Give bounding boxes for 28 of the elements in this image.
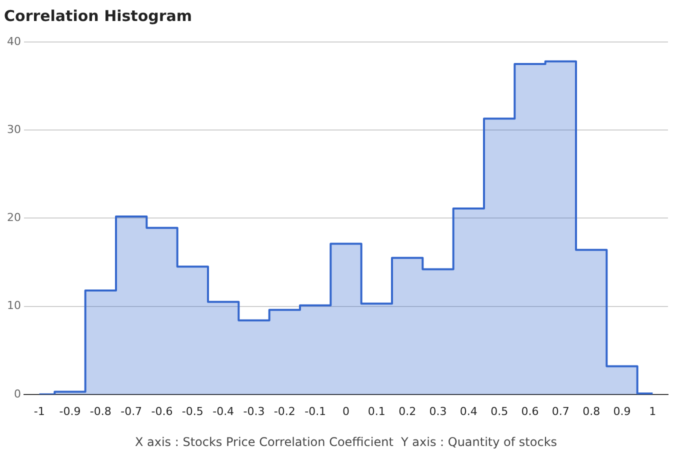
x-tick-label: 0.9 (613, 404, 631, 418)
y-tick-label: 0 (14, 387, 21, 400)
x-axis-title: X axis : Stocks Price Correlation Coefficient Y axis : Quantity of stocks (134, 434, 558, 449)
x-tick-label: -0.5 (182, 404, 204, 418)
x-tick-label: -0.9 (59, 404, 81, 418)
y-tick-label: 20 (6, 211, 21, 224)
x-tick-label: -0.6 (151, 404, 173, 418)
x-tick-label: 0.6 (521, 404, 539, 418)
y-tick-label: 30 (6, 122, 21, 136)
x-tick-label: -0.3 (243, 404, 265, 418)
x-tick-label: 1 (649, 404, 656, 418)
x-tick-label: -0.8 (90, 404, 112, 418)
y-tick-label: 40 (6, 34, 21, 48)
x-tick-label: 0.2 (398, 404, 416, 418)
chart-title: Correlation Histogram (4, 6, 192, 25)
x-tick-label: -0.7 (120, 404, 142, 418)
y-tick-label: 10 (6, 299, 21, 312)
x-tick-label: 0.1 (368, 404, 386, 418)
x-tick-label: -1 (34, 404, 45, 418)
x-tick-label: -0.4 (212, 404, 234, 418)
x-tick-label: -0.2 (274, 404, 296, 418)
x-tick-label: 0.3 (429, 404, 447, 418)
x-tick-label: 0.4 (460, 404, 478, 418)
x-tick-label: -0.1 (304, 404, 326, 418)
x-tick-label: 0.8 (582, 404, 600, 418)
x-tick-label: 0.7 (552, 404, 570, 418)
x-tick-label: 0.5 (490, 404, 508, 418)
x-tick-label: 0 (342, 404, 350, 418)
